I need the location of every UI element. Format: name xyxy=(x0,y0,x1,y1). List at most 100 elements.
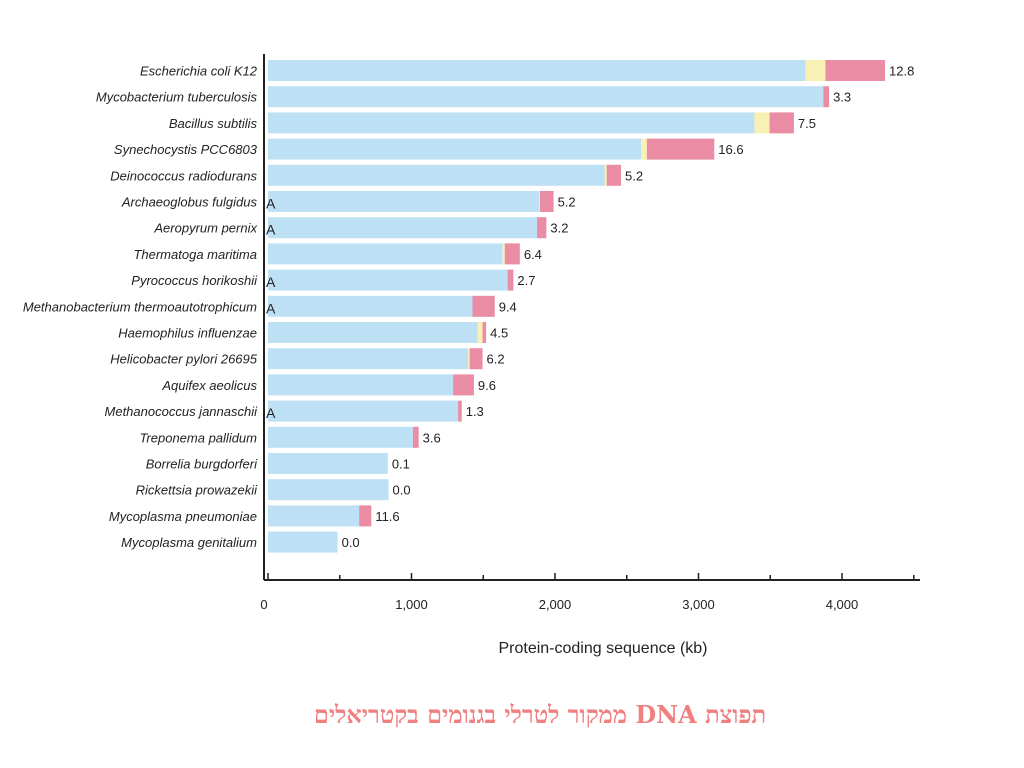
labels-layer: Escherichia coli K12 12.8 Mycobacterium tu… xyxy=(23,64,914,551)
axes-layer xyxy=(263,54,920,581)
archaea-marker: A xyxy=(266,300,276,316)
value-label: 7.5 xyxy=(798,116,816,131)
value-label: 5.2 xyxy=(558,195,576,210)
value-label: 3.6 xyxy=(423,430,441,445)
x-tick-label: 4,000 xyxy=(826,597,859,612)
organism-label: Aquifex aeolicus xyxy=(161,378,257,393)
lateral-segment xyxy=(412,426,419,448)
native-segment xyxy=(268,138,642,160)
organism-label: Methanococcus jannaschii xyxy=(105,404,259,419)
lateral-segment xyxy=(453,374,474,396)
organism-label: Escherichia coli K12 xyxy=(140,64,258,79)
bar-row xyxy=(268,453,388,474)
native-segment xyxy=(268,164,605,186)
bar-row xyxy=(268,400,462,422)
native-segment xyxy=(268,191,540,212)
value-label: 16.6 xyxy=(718,142,743,157)
x-tick-label: 1,000 xyxy=(395,597,428,612)
organism-label: Pyrococcus horikoshii xyxy=(131,273,258,288)
slide-caption: תפוצת DNA ממקור לטרלי בגנומים בקטריאלים xyxy=(313,700,767,729)
organism-label: Methanobacterium thermoautotrophicum xyxy=(23,299,257,314)
organism-label: Mycoplasma pneumoniae xyxy=(109,509,257,524)
archaea-marker: A xyxy=(266,274,276,290)
organism-label: Treponema pallidum xyxy=(139,430,257,445)
value-label: 4.5 xyxy=(490,326,508,341)
archaea-marker: A xyxy=(266,405,276,421)
organism-label: Haemophilus influenzae xyxy=(118,326,257,341)
x-axis-title: Protein-coding sequence (kb) xyxy=(498,640,707,657)
transposon-segment xyxy=(604,164,607,186)
x-ticks-layer: 0 1,000 2,000 3,000 4,000 xyxy=(260,573,915,612)
value-label: 0.1 xyxy=(392,457,410,472)
organism-label: Mycobacterium tuberculosis xyxy=(96,90,258,105)
bar-row xyxy=(268,112,794,134)
bar-row xyxy=(268,60,886,81)
value-label: 9.4 xyxy=(499,299,517,314)
bar-row xyxy=(268,164,622,186)
lateral-segment xyxy=(504,243,520,265)
native-segment xyxy=(268,479,389,501)
native-segment xyxy=(268,112,755,134)
value-label: 9.6 xyxy=(478,378,496,393)
value-label: 3.3 xyxy=(833,90,851,105)
native-segment xyxy=(268,374,454,396)
lateral-segment xyxy=(646,138,715,160)
chart-area: Escherichia coli K12 12.8 Mycobacterium tu… xyxy=(23,54,920,657)
organism-label: Mycoplasma genitalium xyxy=(121,535,257,550)
native-segment xyxy=(268,453,388,474)
lateral-segment xyxy=(823,86,830,108)
native-segment xyxy=(268,426,413,448)
bar-row xyxy=(268,191,554,212)
native-segment xyxy=(268,60,806,81)
bar-row xyxy=(268,348,483,370)
lateral-segment xyxy=(606,164,622,186)
value-label: 6.2 xyxy=(487,352,505,367)
transposon-segment xyxy=(477,322,483,343)
native-segment xyxy=(268,348,469,370)
archaea-marker: A xyxy=(266,222,276,238)
value-label: 5.2 xyxy=(625,168,643,183)
native-segment xyxy=(268,243,503,265)
bar-row xyxy=(268,426,419,448)
native-segment xyxy=(268,531,338,553)
bar-row xyxy=(268,86,830,108)
archaea-marker: A xyxy=(266,196,276,212)
lateral-segment xyxy=(469,348,483,370)
native-segment xyxy=(268,269,508,291)
x-tick-label: 3,000 xyxy=(682,597,715,612)
bar-row xyxy=(268,479,389,501)
bar-row xyxy=(268,322,487,343)
lateral-segment xyxy=(537,217,547,239)
organism-label: Bacillus subtilis xyxy=(169,116,258,131)
transposon-segment xyxy=(539,191,540,212)
transposon-segment xyxy=(805,60,826,81)
value-label: 12.8 xyxy=(889,64,914,79)
lateral-segment xyxy=(472,295,495,317)
lateral-segment xyxy=(482,322,487,343)
bar-row xyxy=(268,505,372,527)
native-segment xyxy=(268,217,538,239)
transposon-segment xyxy=(468,348,470,370)
x-tick-label: 2,000 xyxy=(539,597,572,612)
organism-label: Deinococcus radiodurans xyxy=(110,168,257,183)
organism-label: Aeropyrum pernix xyxy=(153,221,257,236)
bar-row xyxy=(268,295,495,317)
value-label: 3.2 xyxy=(550,221,568,236)
value-label: 6.4 xyxy=(524,247,542,262)
native-segment xyxy=(268,505,360,527)
native-segment xyxy=(268,322,478,343)
bars-layer xyxy=(268,60,886,553)
native-segment xyxy=(268,400,459,422)
value-label: 11.6 xyxy=(375,509,399,524)
value-label: 0.0 xyxy=(342,535,360,550)
bar-row xyxy=(268,243,520,265)
native-segment xyxy=(268,86,824,108)
bar-row xyxy=(268,531,338,553)
lateral-segment xyxy=(458,400,462,422)
bar-row xyxy=(268,217,547,239)
organism-label: Thermatoga maritima xyxy=(133,247,257,262)
bar-row xyxy=(268,269,514,291)
organism-label: Synechocystis PCC6803 xyxy=(114,142,258,157)
transposon-segment xyxy=(641,138,647,160)
lateral-segment xyxy=(507,269,514,291)
